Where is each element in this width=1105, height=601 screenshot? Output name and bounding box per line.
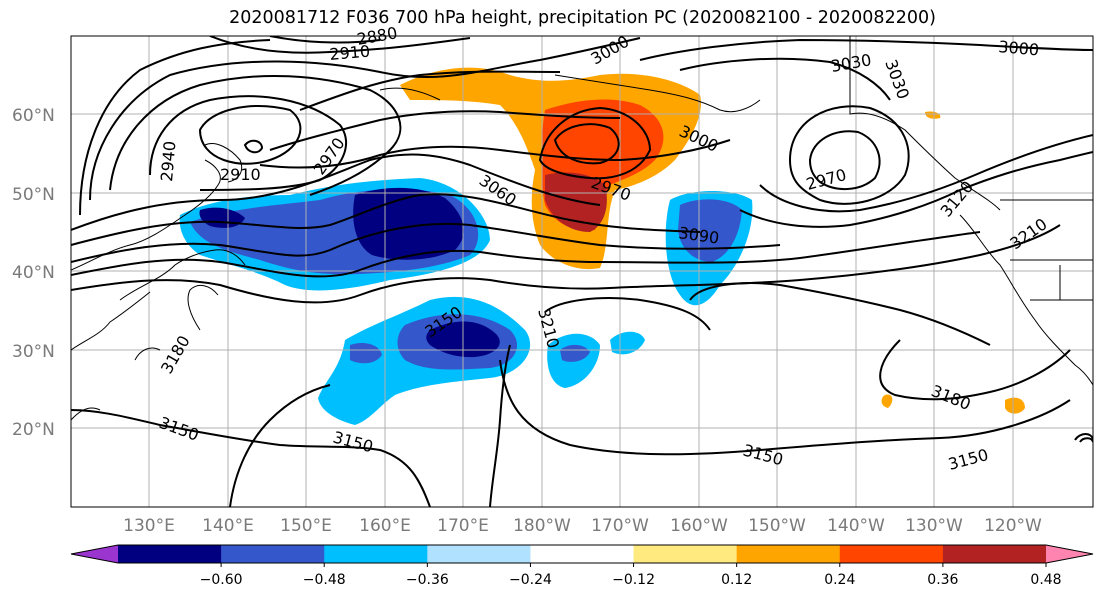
lat-label-30n: 30°N bbox=[12, 342, 55, 362]
contour-3180-n bbox=[71, 224, 1061, 304]
lat-label-20n: 20°N bbox=[12, 420, 55, 440]
colorbar-tick-label: −0.60 bbox=[200, 572, 243, 588]
colorbar-bin bbox=[839, 545, 944, 563]
contour-2910-north bbox=[209, 36, 471, 54]
lat-label-40n: 40°N bbox=[12, 263, 55, 283]
colorbar-tick-label: 0.24 bbox=[824, 572, 855, 588]
coastlines bbox=[71, 36, 1093, 421]
neg-central-mid-2 bbox=[350, 343, 382, 364]
lon-label: 130°W bbox=[905, 516, 963, 536]
figure-title: 2020081712 F036 700 hPa height, precipit… bbox=[229, 8, 936, 28]
contour-southwest bbox=[229, 384, 331, 507]
contour-2970-main bbox=[109, 74, 402, 196]
contour-east-lines-2 bbox=[759, 134, 1093, 213]
contour-2880 bbox=[269, 36, 381, 44]
contour-label: 3000 bbox=[998, 37, 1040, 59]
colorbar-outline bbox=[70, 544, 1094, 564]
pos-yellow-patch bbox=[881, 394, 893, 408]
longitude-labels: 130°E 140°E 150°E 160°E 170°E 180°W 170°… bbox=[123, 516, 1042, 536]
lon-label: 120°W bbox=[984, 516, 1042, 536]
colorbar-tick-label: 0.12 bbox=[721, 572, 752, 588]
contour-upper-c bbox=[299, 70, 561, 111]
contour-low-east-2 bbox=[808, 130, 881, 190]
colorbar-tick-label: −0.48 bbox=[303, 572, 346, 588]
colorbar-tick-label: 0.48 bbox=[1030, 572, 1061, 588]
neg-patch-a-mid bbox=[560, 344, 590, 362]
contour-2910-mini bbox=[243, 139, 264, 154]
contour-3150-big bbox=[499, 359, 1071, 456]
lon-label: 160°W bbox=[670, 516, 728, 536]
colorbar-bin bbox=[633, 545, 738, 563]
colorbar-tick-label: −0.36 bbox=[406, 572, 449, 588]
contour-alaska-2 bbox=[679, 57, 891, 101]
contour-east-lines bbox=[739, 151, 1093, 228]
contour-low-gulf bbox=[538, 106, 652, 180]
colorbar-bin bbox=[324, 545, 428, 563]
lon-label: 170°E bbox=[437, 516, 489, 536]
contour-3180-mid bbox=[879, 339, 1071, 401]
neg-160w-mid bbox=[678, 199, 742, 262]
lon-label: 130°E bbox=[123, 516, 175, 536]
colorbar-bin bbox=[942, 545, 1047, 563]
contour-upper-b bbox=[269, 110, 621, 151]
lon-label: 170°W bbox=[591, 516, 649, 536]
latitude-labels: 60°N 50°N 40°N 30°N 20°N bbox=[12, 106, 55, 440]
map-border bbox=[70, 35, 1094, 508]
height-contours bbox=[71, 36, 1093, 507]
lon-label: 150°W bbox=[748, 516, 806, 536]
colorbar-bin bbox=[118, 545, 222, 563]
lon-label: 180°W bbox=[513, 516, 571, 536]
colorbar-bin bbox=[530, 545, 635, 563]
contour-upper-a bbox=[259, 139, 731, 169]
contour-3000 bbox=[89, 37, 641, 201]
contour-ridge-se bbox=[689, 282, 991, 346]
colorbar-bin bbox=[736, 545, 841, 563]
colorbar: −0.60 −0.48 −0.36 −0.24 −0.12 0.12 0.24 0.36 0.4… bbox=[70, 544, 1094, 588]
colorbar-bin bbox=[427, 545, 531, 563]
contour-alaska-1 bbox=[639, 38, 1093, 61]
colorbar-tick-label: −0.24 bbox=[509, 572, 552, 588]
lat-label-50n: 50°N bbox=[12, 185, 55, 205]
contour-low-gulf-2 bbox=[553, 123, 620, 165]
contour-3210 bbox=[544, 297, 711, 331]
contour-2940 bbox=[149, 95, 347, 191]
colorbar-tick-label: 0.36 bbox=[927, 572, 958, 588]
contour-label: 2910 bbox=[220, 165, 261, 184]
lon-label: 140°W bbox=[827, 516, 885, 536]
contour-south-central bbox=[489, 344, 511, 507]
contour-low-east bbox=[788, 105, 910, 205]
pos-patch-alaska bbox=[925, 111, 941, 119]
contour-2910-low bbox=[198, 105, 302, 165]
colorbar-under-arrow bbox=[71, 545, 118, 563]
lon-label: 150°E bbox=[280, 516, 332, 536]
contour-label: 2910 bbox=[329, 42, 371, 64]
colorbar-over-arrow bbox=[1046, 545, 1093, 563]
contour-3120 bbox=[71, 222, 781, 263]
contour-3060 bbox=[71, 153, 601, 231]
lon-label: 140°E bbox=[202, 516, 254, 536]
contour-label: 2940 bbox=[157, 140, 179, 182]
colorbar-bin bbox=[221, 545, 325, 563]
pos-patch-130w bbox=[1005, 397, 1025, 414]
contour-se-low bbox=[1074, 433, 1093, 441]
neg-patch-b bbox=[610, 331, 645, 355]
lat-label-60n: 60°N bbox=[12, 106, 55, 126]
lon-label: 160°E bbox=[359, 516, 411, 536]
graticule bbox=[71, 36, 1093, 507]
contour-3150-west bbox=[71, 409, 431, 507]
contour-3030 bbox=[79, 39, 271, 216]
colorbar-tick-label: −0.12 bbox=[612, 572, 655, 588]
contour-3090 bbox=[71, 193, 701, 246]
contour-3150-n bbox=[71, 231, 981, 278]
